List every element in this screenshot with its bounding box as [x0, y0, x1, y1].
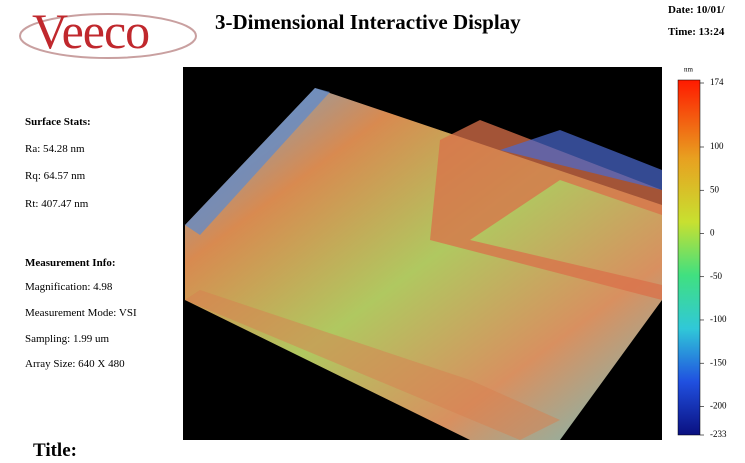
info: Sampling: 1.99 um	[25, 333, 109, 345]
stat: Rq: 64.57 nm	[25, 170, 85, 182]
colorbar-tick-label: -100	[710, 314, 727, 324]
logo: Veeco	[32, 2, 149, 60]
page: nm 174 100 50 0 -50 -100 -150 -200 -233 Veeco 3-…	[0, 0, 745, 463]
colorbar-unit: nm	[684, 66, 694, 74]
footer-title: Title:	[33, 440, 77, 462]
colorbar	[678, 80, 700, 435]
colorbar-tick-label: -50	[710, 271, 722, 281]
date: Date: 10/01/	[668, 4, 725, 16]
page-title: 3-Dimensional Interactive Display	[215, 10, 521, 35]
colorbar-tick-label: 0	[710, 228, 715, 238]
info: Magnification: 4.98	[25, 281, 112, 293]
info: Array Size: 640 X 480	[25, 358, 125, 370]
colorbar-tick-label: 100	[710, 141, 724, 151]
section-heading: Measurement Info:	[25, 257, 116, 269]
colorbar-tick-label: -200	[710, 401, 727, 411]
section-heading: Surface Stats:	[25, 116, 91, 128]
time: Time: 13:24	[668, 26, 724, 38]
stat: Ra: 54.28 nm	[25, 143, 85, 155]
colorbar-tick-label: 174	[710, 77, 724, 87]
colorbar-tick-label: -233	[710, 429, 727, 439]
info: Measurement Mode: VSI	[25, 307, 137, 319]
stat: Rt: 407.47 nm	[25, 198, 88, 210]
colorbar-tick-label: 50	[710, 184, 720, 194]
graphics: nm 174 100 50 0 -50 -100 -150 -200 -233	[0, 0, 745, 463]
colorbar-tick-label: -150	[710, 357, 727, 367]
